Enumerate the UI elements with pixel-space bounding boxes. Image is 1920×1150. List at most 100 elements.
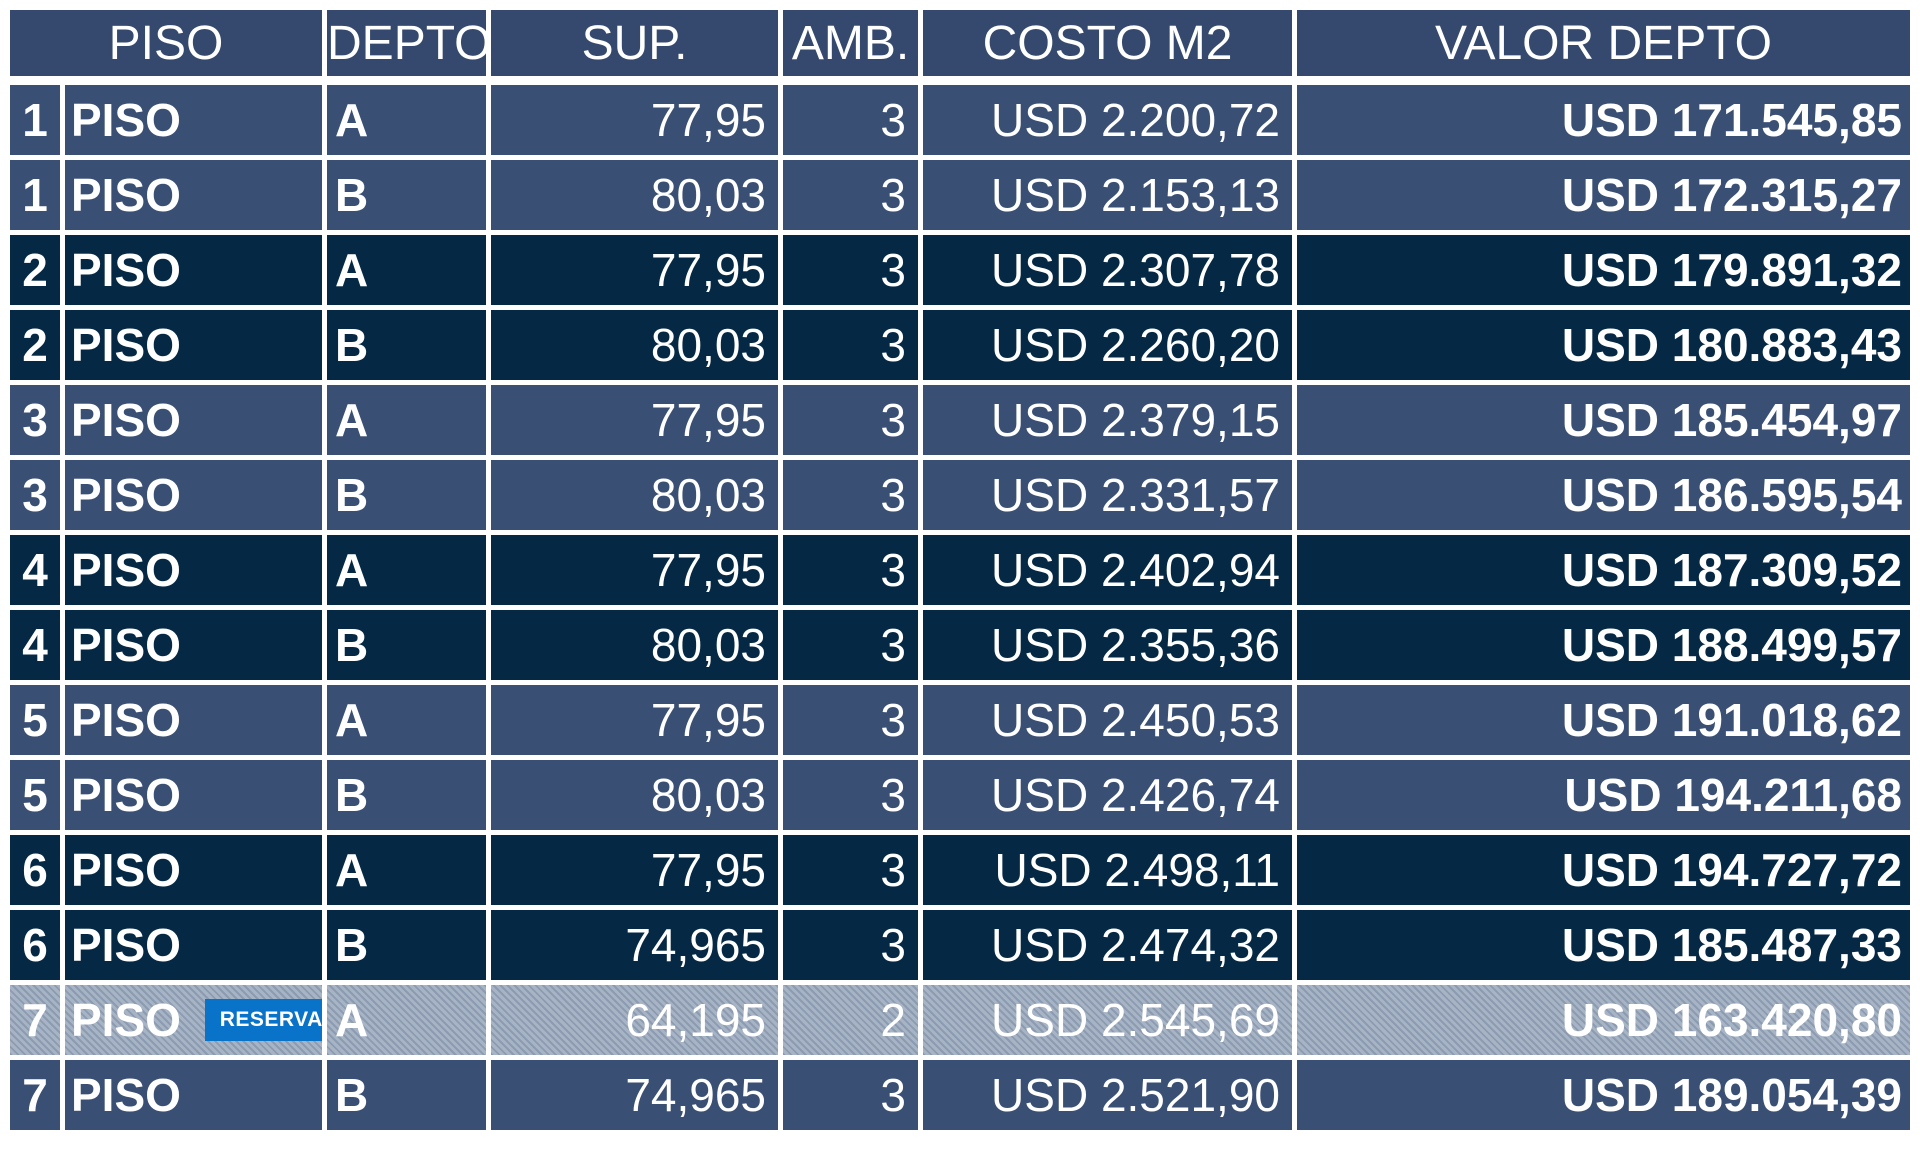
unit-value-cell: USD 194.727,72	[1297, 835, 1911, 910]
floor-number-cell: 2	[10, 310, 65, 385]
header-sup: SUP.	[491, 10, 784, 85]
table-row: 3 PISO B 80,03 3 USD 2.331,57 USD 186.595,54	[10, 460, 1911, 535]
reserved-badge: RESERVADO	[205, 999, 323, 1041]
floor-label-text: PISO	[71, 619, 181, 671]
surface-cell: 80,03	[491, 760, 784, 835]
unit-value-cell: USD 189.054,39	[1297, 1060, 1911, 1135]
floor-label-cell: PISO	[65, 85, 328, 160]
surface-cell: 77,95	[491, 85, 784, 160]
unit-value-cell: USD 191.018,62	[1297, 685, 1911, 760]
unit-value-cell: USD 186.595,54	[1297, 460, 1911, 535]
floor-label-cell: PISO	[65, 235, 328, 310]
floor-number-cell: 7	[10, 985, 65, 1060]
rooms-cell: 3	[783, 1060, 924, 1135]
header-valor-depto: VALOR DEPTO	[1297, 10, 1911, 85]
header-costo-m2: COSTO M2	[923, 10, 1298, 85]
floor-number-cell: 3	[10, 460, 65, 535]
unit-value-cell: USD 180.883,43	[1297, 310, 1911, 385]
floor-number-cell: 4	[10, 535, 65, 610]
floor-label-text: PISO	[71, 169, 181, 221]
table-row: 3 PISO A 77,95 3 USD 2.379,15 USD 185.454,97	[10, 385, 1911, 460]
floor-label-cell: PISO	[65, 1060, 328, 1135]
unit-cell: B	[327, 1060, 492, 1135]
floor-label-cell: PISO	[65, 310, 328, 385]
unit-cell: A	[327, 835, 492, 910]
table-row: 5 PISO A 77,95 3 USD 2.450,53 USD 191.018,62	[10, 685, 1911, 760]
floor-label-cell: PISO	[65, 385, 328, 460]
cost-m2-cell: USD 2.307,78	[923, 235, 1298, 310]
floor-number-cell: 5	[10, 760, 65, 835]
table-row: 4 PISO A 77,95 3 USD 2.402,94 USD 187.309,52	[10, 535, 1911, 610]
floor-label-cell: PISO	[65, 760, 328, 835]
floor-label-text: PISO	[71, 694, 181, 746]
floor-number-cell: 2	[10, 235, 65, 310]
cost-m2-cell: USD 2.355,36	[923, 610, 1298, 685]
unit-value-cell: USD 194.211,68	[1297, 760, 1911, 835]
floor-label-cell: PISO	[65, 160, 328, 235]
unit-cell: A	[327, 385, 492, 460]
unit-cell: A	[327, 235, 492, 310]
unit-cell: A	[327, 685, 492, 760]
surface-cell: 80,03	[491, 310, 784, 385]
floor-number-cell: 4	[10, 610, 65, 685]
surface-cell: 77,95	[491, 235, 784, 310]
floor-label-cell: PISO RESERVADO	[65, 985, 328, 1060]
surface-cell: 74,965	[491, 910, 784, 985]
cost-m2-cell: USD 2.260,20	[923, 310, 1298, 385]
floor-label-text: PISO	[71, 544, 181, 596]
table-row: 7 PISO B 74,965 3 USD 2.521,90 USD 189.054,39	[10, 1060, 1911, 1135]
rooms-cell: 2	[783, 985, 924, 1060]
unit-value-cell: USD 187.309,52	[1297, 535, 1911, 610]
cost-m2-cell: USD 2.474,32	[923, 910, 1298, 985]
floor-number-cell: 5	[10, 685, 65, 760]
rooms-cell: 3	[783, 610, 924, 685]
rooms-cell: 3	[783, 535, 924, 610]
table-row: 2 PISO B 80,03 3 USD 2.260,20 USD 180.883,43	[10, 310, 1911, 385]
cost-m2-cell: USD 2.331,57	[923, 460, 1298, 535]
floor-number-cell: 6	[10, 835, 65, 910]
floor-label-text: PISO	[71, 994, 181, 1046]
floor-label-cell: PISO	[65, 610, 328, 685]
floor-label-text: PISO	[71, 319, 181, 371]
rooms-cell: 3	[783, 85, 924, 160]
floor-number-cell: 1	[10, 160, 65, 235]
unit-value-cell: USD 179.891,32	[1297, 235, 1911, 310]
unit-cell: A	[327, 85, 492, 160]
table-row: 1 PISO A 77,95 3 USD 2.200,72 USD 171.545,85	[10, 85, 1911, 160]
unit-cell: B	[327, 910, 492, 985]
rooms-cell: 3	[783, 835, 924, 910]
surface-cell: 77,95	[491, 685, 784, 760]
floor-label-text: PISO	[71, 919, 181, 971]
floor-label-cell: PISO	[65, 535, 328, 610]
unit-cell: B	[327, 460, 492, 535]
floor-label-text: PISO	[71, 769, 181, 821]
floor-number-cell: 6	[10, 910, 65, 985]
cost-m2-cell: USD 2.521,90	[923, 1060, 1298, 1135]
rooms-cell: 3	[783, 685, 924, 760]
unit-cell: B	[327, 760, 492, 835]
rooms-cell: 3	[783, 310, 924, 385]
floor-label-cell: PISO	[65, 685, 328, 760]
floor-label-cell: PISO	[65, 460, 328, 535]
unit-value-cell: USD 185.454,97	[1297, 385, 1911, 460]
price-table: PISO DEPTO SUP. AMB. COSTO M2 VALOR DEPT…	[10, 10, 1911, 1135]
rooms-cell: 3	[783, 460, 924, 535]
surface-cell: 64,195	[491, 985, 784, 1060]
unit-cell: B	[327, 310, 492, 385]
rooms-cell: 3	[783, 385, 924, 460]
table-row: 1 PISO B 80,03 3 USD 2.153,13 USD 172.315,27	[10, 160, 1911, 235]
table-row: 6 PISO A 77,95 3 USD 2.498,11 USD 194.727,72	[10, 835, 1911, 910]
surface-cell: 80,03	[491, 610, 784, 685]
floor-label-text: PISO	[71, 244, 181, 296]
cost-m2-cell: USD 2.498,11	[923, 835, 1298, 910]
header-row: PISO DEPTO SUP. AMB. COSTO M2 VALOR DEPT…	[10, 10, 1911, 85]
header-depto: DEPTO	[327, 10, 492, 85]
table-body: 1 PISO A 77,95 3 USD 2.200,72 USD 171.545,85 1 P…	[10, 85, 1911, 1135]
cost-m2-cell: USD 2.402,94	[923, 535, 1298, 610]
cost-m2-cell: USD 2.379,15	[923, 385, 1298, 460]
unit-value-cell: USD 163.420,80	[1297, 985, 1911, 1060]
floor-number-cell: 7	[10, 1060, 65, 1135]
header-amb: AMB.	[783, 10, 924, 85]
rooms-cell: 3	[783, 760, 924, 835]
